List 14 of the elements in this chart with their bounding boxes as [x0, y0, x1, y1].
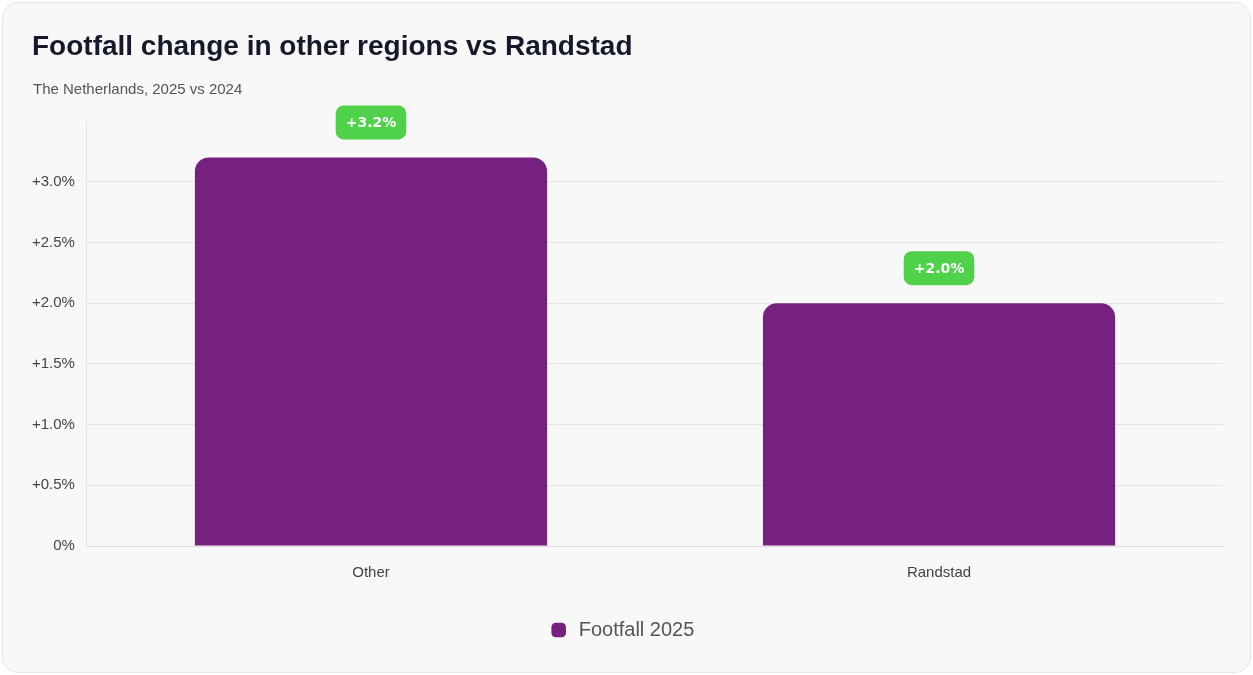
y-tick-label: +1.5%: [32, 354, 75, 371]
y-tick-label: +1.0%: [32, 414, 75, 432]
y-tick-label: +2.0%: [32, 293, 75, 311]
y-tick-label: +2.5%: [32, 232, 75, 250]
y-tick-label: 0%: [53, 536, 75, 554]
y-tick-label: +0.5%: [32, 475, 75, 493]
x-tick-label: Other: [352, 563, 390, 581]
text: +3.2%: [345, 114, 397, 131]
x-tick-label: Randstad: [906, 563, 972, 581]
chart-subtitle: The Netherlands, 2025 vs 2024: [33, 80, 243, 97]
legend-label: Footfall 2025: [578, 617, 695, 640]
text: +2.0%: [913, 259, 965, 276]
chart-title: Footfall change in other regions vs Randstad: [32, 30, 633, 62]
y-tick-label: +3.0%: [32, 171, 75, 189]
